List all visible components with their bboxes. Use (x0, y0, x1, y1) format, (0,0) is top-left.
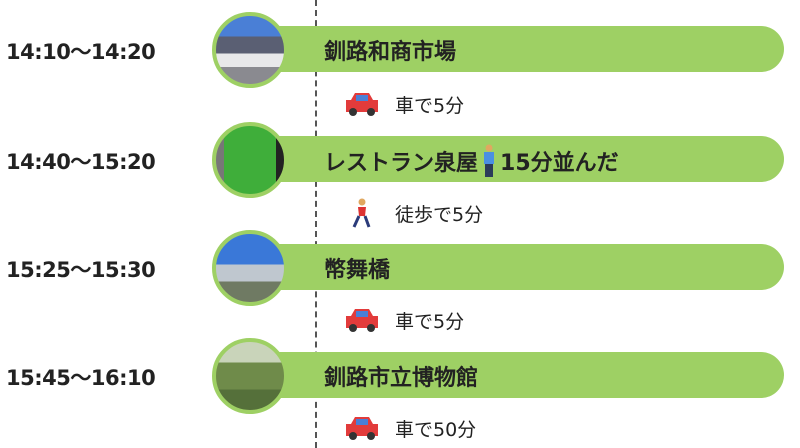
stop-row: 14:10〜14:20 釧路和商市場 (0, 12, 800, 88)
stop-time: 14:10〜14:20 (6, 40, 156, 64)
stop-name: 釧路和商市場 (324, 40, 457, 65)
stop-bar (250, 26, 784, 72)
stop-bar (250, 352, 784, 398)
stop-photo (212, 122, 288, 198)
timeline-dashed-line (315, 0, 317, 448)
standing-person-icon (484, 144, 495, 177)
move-item: 車で5分 (343, 88, 464, 120)
move-item: 徒歩で5分 (343, 197, 483, 229)
stop-row: 15:25〜15:30 幣舞橋 (0, 230, 800, 306)
move-label: 車で50分 (395, 418, 477, 441)
stop-name: 釧路市立博物館 (324, 366, 479, 391)
move-label: 車で5分 (395, 310, 465, 333)
stop-row: 15:45〜16:10 釧路市立博物館 (0, 338, 800, 414)
move-label: 車で5分 (395, 94, 465, 117)
stop-time: 15:25〜15:30 (6, 258, 156, 282)
stop-name-text: レストラン泉屋 (324, 151, 479, 176)
stop-time: 15:45〜16:10 (6, 366, 156, 390)
car-icon (346, 417, 378, 440)
stop-bar (250, 244, 784, 290)
move-item: 車で5分 (343, 304, 464, 336)
stop-time: 14:40〜15:20 (6, 150, 156, 174)
stop-note: 15分並んだ (500, 151, 619, 176)
car-icon (346, 309, 378, 332)
move-label: 徒歩で5分 (395, 203, 484, 226)
stop-bar (250, 136, 784, 182)
stop-name: 幣舞橋 (324, 258, 391, 283)
stop-photo (212, 230, 288, 306)
move-item: 車で50分 (343, 412, 476, 444)
walking-person-icon (352, 198, 371, 228)
stop-name: レストラン泉屋 15分並んだ (324, 144, 619, 178)
stop-photo (212, 12, 288, 88)
car-icon (346, 93, 378, 116)
stop-row: 14:40〜15:20 レストラン泉屋 15分並んだ (0, 122, 800, 198)
stop-photo (212, 338, 288, 414)
